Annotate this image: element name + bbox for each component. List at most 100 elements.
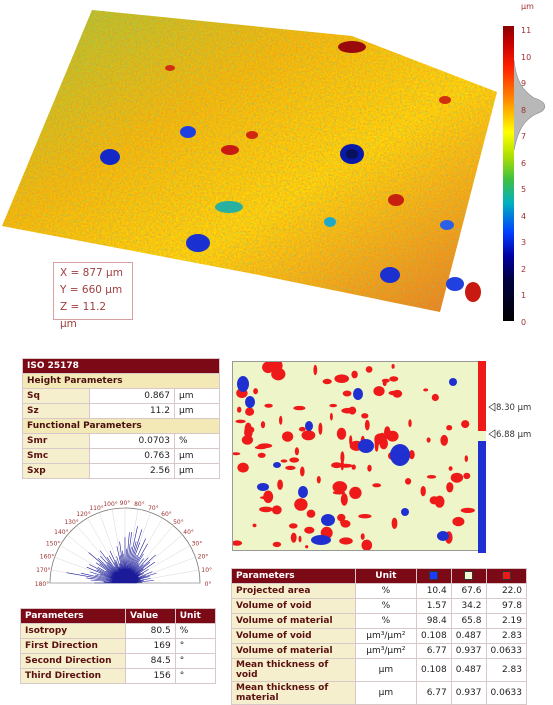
threshold-map [231, 359, 480, 551]
value-void: 98.4 [415, 613, 452, 629]
blue-swatch-icon [429, 571, 439, 580]
rose-angle-label: 90° [120, 500, 131, 507]
peak-region [298, 535, 302, 543]
void-region [437, 531, 449, 541]
param-unit: µm [174, 448, 220, 464]
param-value: 80.5 [125, 623, 176, 639]
peak-region [231, 452, 241, 456]
dimension-y: Y = 660 µm [60, 284, 123, 296]
header-parameters: Parameters [20, 608, 126, 624]
table-row: Sxp 2.56 µm [22, 463, 220, 479]
peak-region [364, 419, 370, 431]
value-void: 0.108 [415, 658, 452, 682]
param-name: Volume of material [231, 613, 356, 629]
value-core: 65.8 [450, 613, 487, 629]
peak-region [423, 388, 429, 392]
peak-region [374, 438, 379, 452]
peak-region [253, 388, 258, 395]
param-unit: % [354, 598, 417, 614]
void-region [305, 421, 313, 431]
void-region [401, 508, 409, 516]
param-unit: % [354, 613, 417, 629]
dimension-z: Z = 11.2 µm [60, 301, 107, 330]
lower-threshold-label: 6.88 µm [496, 430, 532, 440]
rose-angle-label: 70° [148, 505, 159, 512]
peak-region [448, 466, 453, 471]
upper-threshold-label: 8.30 µm [496, 403, 532, 413]
peak-region [318, 422, 323, 435]
param-name: Volume of void [231, 598, 356, 614]
param-name: Isotropy [20, 623, 126, 639]
peak-region [388, 390, 400, 396]
void-region [449, 378, 457, 386]
table-row: Volume of void% 1.57 34.2 97.8 [231, 598, 527, 614]
param-name: Smc [22, 448, 90, 464]
peak-region [391, 517, 398, 529]
peak-region [334, 374, 349, 383]
peak-region [279, 415, 283, 425]
header-value: Value [125, 608, 176, 624]
threshold-bar-peaks [478, 361, 486, 431]
rose-angle-label: 50° [173, 519, 184, 526]
table-row: First Direction 169 ° [20, 638, 217, 654]
peak-region [313, 364, 318, 376]
scale-tick-label: 10 [521, 52, 532, 62]
peak-region [420, 486, 426, 497]
peak-region [391, 364, 395, 369]
scale-tick-label: 6 [521, 158, 527, 168]
table-row: Third Direction 156 ° [20, 668, 217, 684]
param-name: Smr [22, 433, 90, 449]
rose-angle-label: 150° [46, 541, 60, 548]
peak-region [446, 425, 453, 431]
surface-3d-image [2, 10, 497, 312]
peak-region [262, 361, 275, 374]
rose-angle-label: 130° [64, 519, 78, 526]
value-core: 0.937 [450, 643, 487, 659]
peak-region [282, 431, 294, 442]
scale-tick-label: 4 [521, 211, 527, 221]
param-unit: ° [174, 653, 217, 669]
rose-angle-label: 140° [54, 529, 68, 536]
peak-region [405, 478, 412, 485]
table-row: Sq 0.867 µm [22, 388, 220, 404]
surface-3d-view [0, 0, 500, 320]
peak-region [426, 475, 437, 479]
peak-region [304, 526, 315, 534]
peak-region [263, 490, 274, 504]
peak-region [365, 366, 373, 373]
peak-region [231, 540, 243, 546]
peak-region [277, 479, 283, 490]
rose-angle-label: 30° [192, 541, 203, 548]
peak-region [332, 490, 345, 495]
scale-tick-label: 9 [521, 79, 527, 88]
peak-region [426, 437, 431, 443]
scale-tick-label: 7 [521, 132, 527, 141]
peak-region [408, 450, 415, 460]
peak-region [293, 405, 306, 411]
peak-region [331, 462, 343, 469]
peak-region [244, 422, 252, 436]
cream-swatch-icon [464, 571, 474, 580]
param-value: 156 [125, 668, 176, 684]
peak-region [372, 483, 382, 488]
threshold-bar-core [478, 431, 486, 441]
peak-region [316, 476, 321, 484]
value-void: 0.108 [415, 628, 452, 644]
param-value: 0.867 [89, 388, 175, 404]
peak-region [452, 516, 465, 527]
table-row: Sz 11.2 µm [22, 403, 220, 419]
peak-region [260, 421, 266, 429]
scale-tick-label: 3 [521, 238, 527, 247]
param-value: 11.2 [89, 403, 175, 419]
height-color-scale [503, 26, 514, 321]
param-unit: µm³/µm² [354, 643, 417, 659]
table-row: Mean thickness of material µm 6.77 0.937 0.0… [231, 681, 527, 705]
rose-angle-label: 0° [205, 581, 212, 588]
peak-region [361, 413, 369, 419]
value-core: 34.2 [450, 598, 487, 614]
value-void: 1.57 [415, 598, 452, 614]
peak-region [336, 427, 347, 440]
peak-region [408, 419, 412, 428]
param-unit: ° [174, 668, 217, 684]
param-name: Volume of void [231, 628, 356, 644]
